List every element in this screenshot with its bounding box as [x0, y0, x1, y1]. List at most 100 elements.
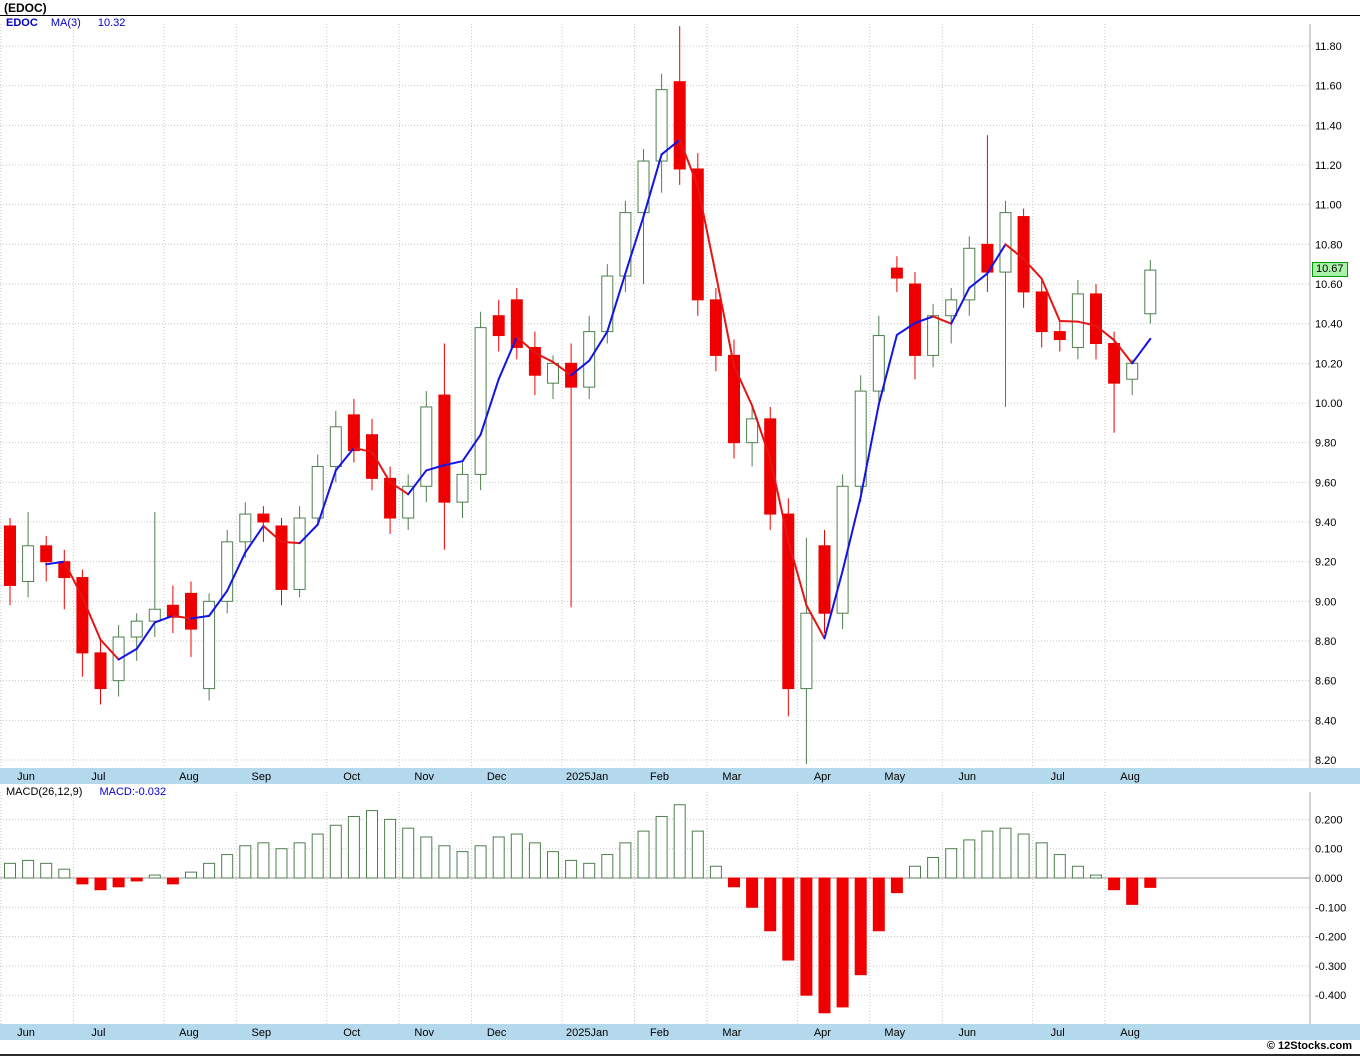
macd-bar-positive [221, 854, 234, 879]
price-axis-label: 11.00 [1315, 200, 1342, 212]
macd-bar-negative [130, 877, 143, 882]
candle-down [347, 414, 360, 452]
macd-axis-label: -0.400 [1315, 990, 1346, 1002]
macd-bar-negative [764, 877, 777, 932]
candle-down [691, 168, 704, 301]
month-bands: Jun Jun Jul Jul Aug Aug Sep Sep Oct Oct Nov Nov Dec D… [0, 768, 1360, 1040]
ma-line-segment [678, 138, 699, 188]
macd-bar-positive [420, 836, 433, 879]
candle-up [927, 315, 940, 356]
ma-line-segment [461, 433, 482, 463]
ma-line-segment [877, 333, 898, 406]
macd-bars [4, 804, 1157, 1014]
macd-bar-positive [275, 848, 288, 879]
macd-bar-positive [1071, 865, 1084, 879]
ma-line-segment [190, 614, 211, 620]
macd-axis-label: -0.300 [1315, 961, 1346, 973]
month-label: Jul [1051, 1027, 1065, 1039]
month-label: May [884, 1027, 905, 1039]
ma-line-segment [316, 469, 337, 526]
candle-up [655, 89, 668, 162]
macd-axis-label: -0.100 [1315, 902, 1346, 914]
ma-line-segment [914, 315, 935, 325]
candle-up [945, 299, 958, 317]
macd-bar-negative [76, 877, 89, 885]
window-bottom-edge [0, 1054, 1360, 1056]
month-label: 2025Jan [566, 771, 608, 783]
candle-down [275, 525, 288, 590]
macd-bar-negative [818, 877, 831, 1014]
ma-line-segment [841, 495, 862, 572]
macd-bar-positive [709, 865, 722, 879]
candle-up [148, 608, 161, 622]
ma-line-segment [153, 614, 174, 624]
macd-bar-positive [1053, 854, 1066, 879]
candle-down [1108, 342, 1121, 384]
ma-line-segment [497, 335, 518, 381]
price-axis-label: 10.80 [1315, 239, 1343, 251]
candle-down [166, 604, 179, 618]
price-gridlines: 11.80 11.60 11.40 11.20 11.00 10.80 10.60 10.40… [0, 41, 1343, 767]
price-axis-label: 9.60 [1315, 477, 1336, 489]
ma-line-segment [588, 330, 609, 362]
ma-line-segment [99, 638, 120, 661]
candle-up [456, 473, 469, 503]
month-label: Oct [343, 1027, 360, 1039]
ma-line-segment [1076, 320, 1097, 327]
month-label: Jul [91, 771, 105, 783]
macd-bar-positive [4, 862, 16, 879]
candle-up [474, 327, 487, 475]
ma-line-segment [570, 359, 591, 377]
price-axis-label: 10.00 [1315, 398, 1343, 410]
ma-line-segment [805, 604, 826, 640]
candle-up [203, 600, 216, 690]
candle-up [293, 517, 306, 590]
macd-axis-label: -0.200 [1315, 932, 1346, 944]
month-label: Jun [17, 1027, 35, 1039]
price-axis-label: 8.60 [1315, 676, 1336, 688]
candle-down [728, 354, 740, 444]
candle-up [746, 418, 759, 444]
month-label: Dec [487, 1027, 507, 1039]
page-title: (EDOC) [4, 1, 47, 15]
ma-line-segment [533, 351, 554, 364]
macd-gridlines: 0.200 0.100 0.000 -0.100 -0.200 -0.300 -0.400 [0, 814, 1346, 1002]
ma-line-segment [552, 361, 573, 377]
candle-down [1035, 291, 1048, 333]
macd-legend-value: MACD:-0.032 [99, 786, 167, 798]
candle-down [528, 346, 541, 376]
candle-up [601, 275, 614, 333]
macd-bar-negative [112, 877, 125, 888]
ma-line-segment [950, 286, 971, 325]
macd-axis-label: 0.000 [1315, 873, 1343, 885]
macd-bar-positive [293, 842, 306, 879]
macd-bar-negative [782, 877, 795, 961]
month-label: Aug [1120, 1027, 1140, 1039]
month-label: Jul [91, 1027, 105, 1039]
ma-line-segment [624, 215, 645, 275]
last-price-tag: 10.67 [1312, 262, 1348, 277]
candle-down [909, 283, 921, 356]
macd-bar-negative [746, 877, 759, 908]
month-label: Aug [1120, 771, 1140, 783]
candle-up [872, 335, 885, 392]
candle-up [1144, 269, 1157, 315]
candle-down [782, 513, 795, 690]
price-axis-label: 11.60 [1315, 81, 1342, 93]
ma-line [45, 138, 1152, 661]
ma-line-segment [371, 450, 392, 484]
ma-line-segment [968, 272, 989, 289]
month-label: 2025Jan [566, 1027, 608, 1039]
ma-line-segment [298, 523, 319, 545]
macd-bar-positive [492, 836, 505, 879]
macd-bar-positive [528, 842, 541, 879]
candle-up [420, 406, 433, 487]
candles-layer [4, 26, 1157, 764]
macd-bar-positive [909, 865, 921, 879]
macd-bar-positive [637, 830, 650, 879]
macd-bar-positive [347, 815, 360, 879]
price-axis-label: 11.20 [1315, 160, 1342, 172]
ma-line-segment [226, 551, 247, 592]
candle-down [1090, 293, 1102, 344]
